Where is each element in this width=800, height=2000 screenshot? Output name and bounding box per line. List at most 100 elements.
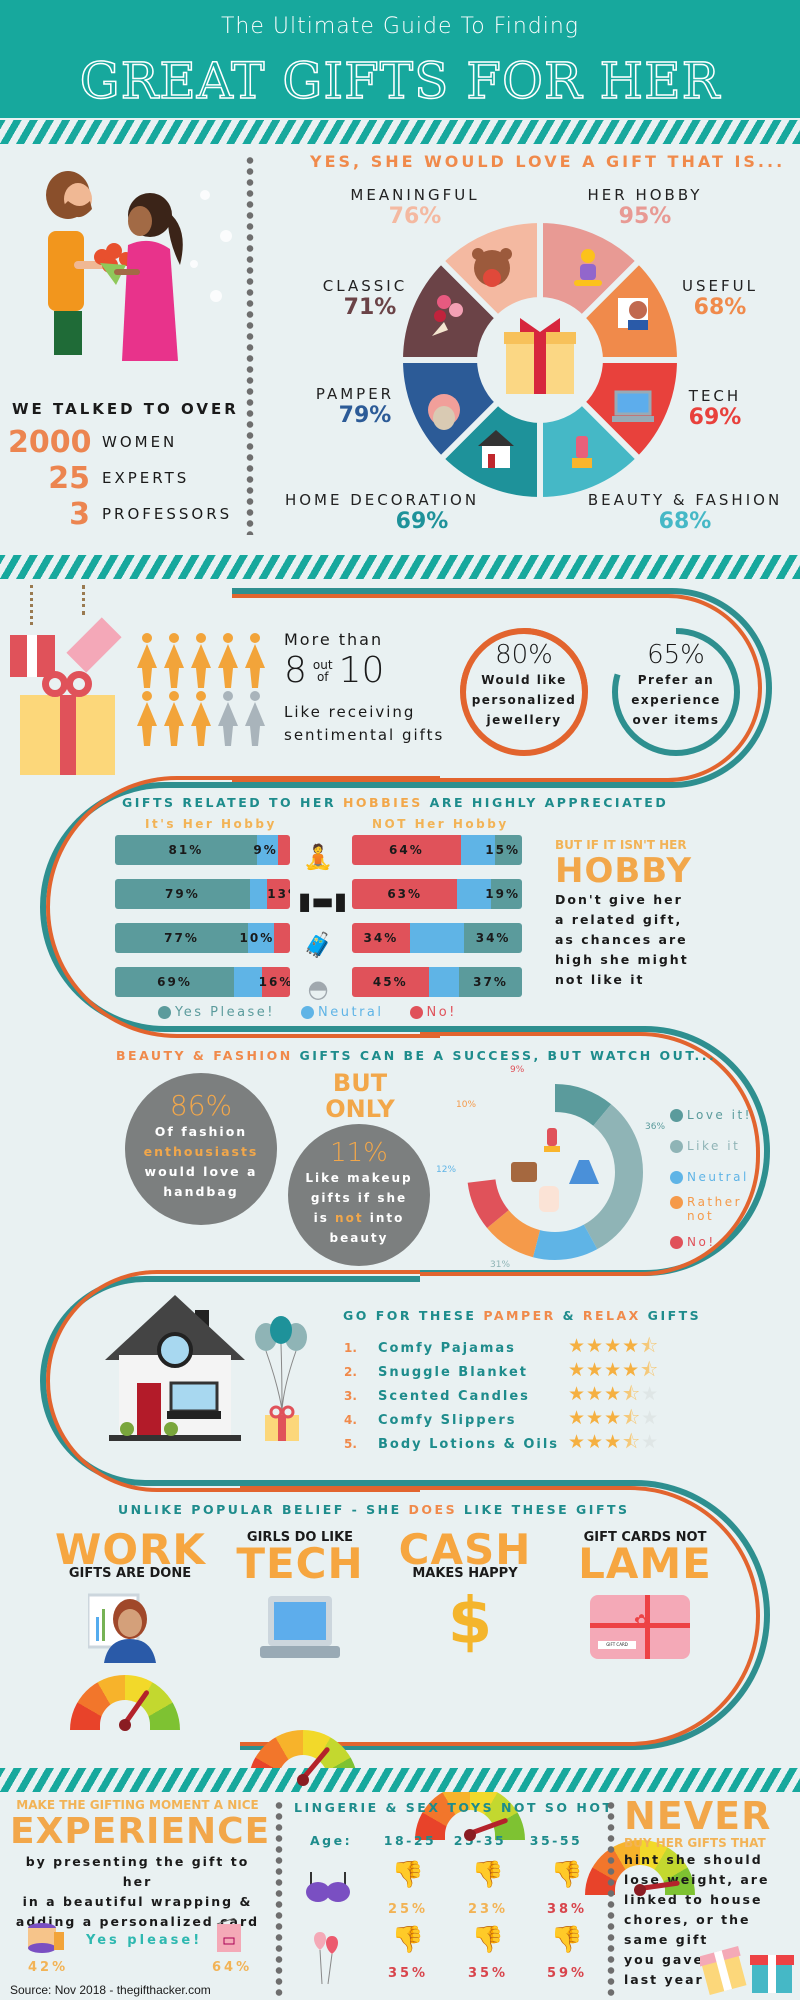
legend-yes: Yes Please! bbox=[158, 1005, 275, 1020]
rating-stars: ★★★⯪★ bbox=[568, 1383, 660, 1405]
house-icon bbox=[478, 430, 514, 468]
wheel-title: YES, SHE WOULD LOVE A GIFT THAT IS... bbox=[310, 152, 786, 171]
jewellery-ring-arc bbox=[460, 628, 588, 756]
legend-neutral: Neutral bbox=[301, 1005, 383, 1020]
handbag-stat-circle: 86% Of fashion enthousiasts would love a… bbox=[125, 1073, 277, 1225]
card-pct: 64% bbox=[212, 1960, 253, 1975]
bra-icon bbox=[306, 1872, 350, 1902]
list-item: 4. Comfy Slippers ★★★⯪★ bbox=[344, 1407, 684, 1432]
age-col-18-25: 18-25 bbox=[383, 1833, 437, 1848]
belief-title: UNLIKE POPULAR BELIEF - SHE DOES LIKE TH… bbox=[118, 1502, 630, 1517]
hobby-bar: 45% 37% bbox=[352, 967, 522, 997]
eight-out-of-ten: 8 out of 10 bbox=[284, 650, 385, 691]
rating-stars: ★★★★⯪ bbox=[568, 1359, 660, 1381]
jewellery-stat: 80% Would like personalized jewellery bbox=[471, 640, 577, 727]
greeting-card-icon bbox=[216, 1918, 241, 1952]
thumbs-down-icon: 👎 bbox=[471, 1925, 505, 1955]
couple-illustration bbox=[46, 171, 183, 361]
age-col-35-55: 35-55 bbox=[529, 1833, 583, 1848]
dollar-icon: $ bbox=[447, 1585, 493, 1659]
hobby-legend: Yes Please! Neutral No! bbox=[158, 1005, 457, 1020]
gauge-work bbox=[70, 1675, 180, 1731]
legend-no: No! bbox=[670, 1227, 752, 1258]
header-banner: The Ultimate Guide To Finding GREAT GIFT… bbox=[0, 0, 800, 118]
bouquet-icon bbox=[432, 295, 463, 336]
hobby-bar: 34% 34% bbox=[352, 923, 522, 953]
gift-type-wheel bbox=[396, 216, 684, 504]
pamper-title: GO FOR THESE PAMPER & RELAX GIFTS bbox=[343, 1308, 702, 1323]
belief-card-cash: CASH MAKES HAPPY bbox=[398, 1525, 532, 1581]
donut-label-neutral: 12% bbox=[436, 1165, 457, 1175]
hobby-aside: BUT IF IT ISN'T HER HOBBY Don't give her… bbox=[555, 838, 692, 987]
rating-stars: ★★★⯪★ bbox=[568, 1431, 660, 1453]
survey-count: 25 bbox=[48, 460, 90, 496]
legend-like: Like it bbox=[670, 1131, 752, 1162]
wheel-label-useful: USEFUL 68% bbox=[682, 277, 758, 320]
lingerie-title: LINGERIE & SEX TOYS NOT SO HOT bbox=[294, 1800, 614, 1815]
more-than-text: More than bbox=[284, 630, 384, 649]
makeup-stat-circle: 11% Like makeup gifts if she is not into… bbox=[288, 1124, 430, 1266]
thumbs-down-icon: 👎 bbox=[471, 1860, 505, 1890]
legend-no: No! bbox=[409, 1005, 457, 1020]
gift-icon bbox=[10, 635, 55, 677]
balloons-gift-icon bbox=[255, 1316, 307, 1441]
dotted-divider bbox=[246, 155, 254, 535]
belief-card-lame: GIFT CARDS NOT LAME bbox=[578, 1530, 712, 1588]
gift-icon bbox=[66, 617, 122, 673]
survey-row: 3 PROFESSORS bbox=[8, 496, 232, 532]
header-subtitle: The Ultimate Guide To Finding bbox=[220, 14, 579, 39]
legend-rather-not: Rather not bbox=[670, 1193, 752, 1227]
gift-card-icon: ✿ GIFT CARD bbox=[590, 1595, 690, 1659]
heart-balloons-icon bbox=[314, 1932, 338, 1984]
handbag-icon bbox=[511, 1162, 537, 1182]
survey-label: PROFESSORS bbox=[102, 505, 233, 523]
pamper-list: 1. Comfy Pajamas ★★★★⯪ 2. Snuggle Blanket ★★… bbox=[344, 1335, 684, 1456]
face-mask-icon bbox=[428, 394, 460, 430]
track-segment bbox=[232, 594, 762, 782]
survey-heading: WE TALKED TO OVER bbox=[12, 400, 239, 418]
donut-label-rather-not: 10% bbox=[456, 1100, 477, 1110]
laptop-icon bbox=[612, 390, 654, 422]
laptop-icon bbox=[260, 1596, 340, 1658]
thumbs-down-icon: 👎 bbox=[550, 1860, 584, 1890]
thumbs-down-icon: 👎 bbox=[391, 1860, 425, 1890]
survey-label: WOMEN bbox=[102, 433, 178, 451]
never-panel: NEVER BUY HER GIFTS THAT hint she should… bbox=[624, 1794, 772, 1987]
hobby-bar: 77% 10% bbox=[115, 923, 290, 953]
donut-label-no: 9% bbox=[510, 1065, 525, 1075]
wheel-label-beauty-fashion: BEAUTY & FASHION 68% bbox=[587, 491, 783, 534]
wheel-label-tech: TECH 69% bbox=[688, 387, 742, 430]
age-label: Age: bbox=[310, 1833, 353, 1848]
sentimental-line1: Like receiving bbox=[284, 703, 416, 721]
hobby-icons: 🧘 ▮▬▮ 🧳 ◓ bbox=[298, 835, 347, 1011]
rating-stars: ★★★⯪★ bbox=[568, 1407, 660, 1429]
list-item: 3. Scented Candles ★★★⯪★ bbox=[344, 1383, 684, 1408]
wheel-label-pamper: PAMPER 79% bbox=[315, 385, 395, 428]
hobby-bar: 69% 16% bbox=[115, 967, 290, 997]
survey-count: 3 bbox=[69, 496, 90, 532]
belief-card-tech: GIRLS DO LIKE TECH bbox=[236, 1530, 364, 1588]
businesswoman-icon bbox=[88, 1593, 156, 1663]
sentimental-line2: sentimental gifts bbox=[284, 726, 445, 744]
dotted-divider bbox=[607, 1800, 615, 2000]
survey-row: 2000 WOMEN bbox=[8, 424, 232, 460]
bokeh-sparkles bbox=[190, 180, 250, 302]
track-segment bbox=[240, 1480, 770, 1750]
experience-panel: MAKE THE GIFTING MOMENT A NICE EXPERIENC… bbox=[10, 1798, 271, 1929]
hobby-bar: 64% 15% bbox=[352, 835, 522, 865]
beauty-title: BEAUTY & FASHION GIFTS CAN BE A SUCCESS,… bbox=[116, 1048, 717, 1063]
donut-label-like: 31% bbox=[490, 1260, 511, 1270]
legend-love: Love it! bbox=[670, 1100, 752, 1131]
stripe-divider bbox=[0, 120, 800, 144]
experience-stat: 65% Prefer an experience over items bbox=[631, 640, 721, 727]
hobby-bar: 81% 9% bbox=[115, 835, 290, 865]
track-segment bbox=[240, 1486, 760, 1746]
yoga-woman-icon bbox=[574, 249, 602, 286]
legend-neutral: Neutral bbox=[670, 1162, 752, 1193]
source-footer: Source: Nov 2018 - thegifthacker.com bbox=[10, 1983, 211, 1997]
stripe-divider bbox=[0, 1768, 800, 1792]
gift-icon bbox=[20, 695, 115, 775]
lipstick-icon bbox=[544, 1128, 560, 1152]
wheel-label-meaningful: MEANINGFUL 76% bbox=[350, 186, 480, 229]
col-its-her-hobby: It's Her Hobby bbox=[145, 817, 277, 831]
